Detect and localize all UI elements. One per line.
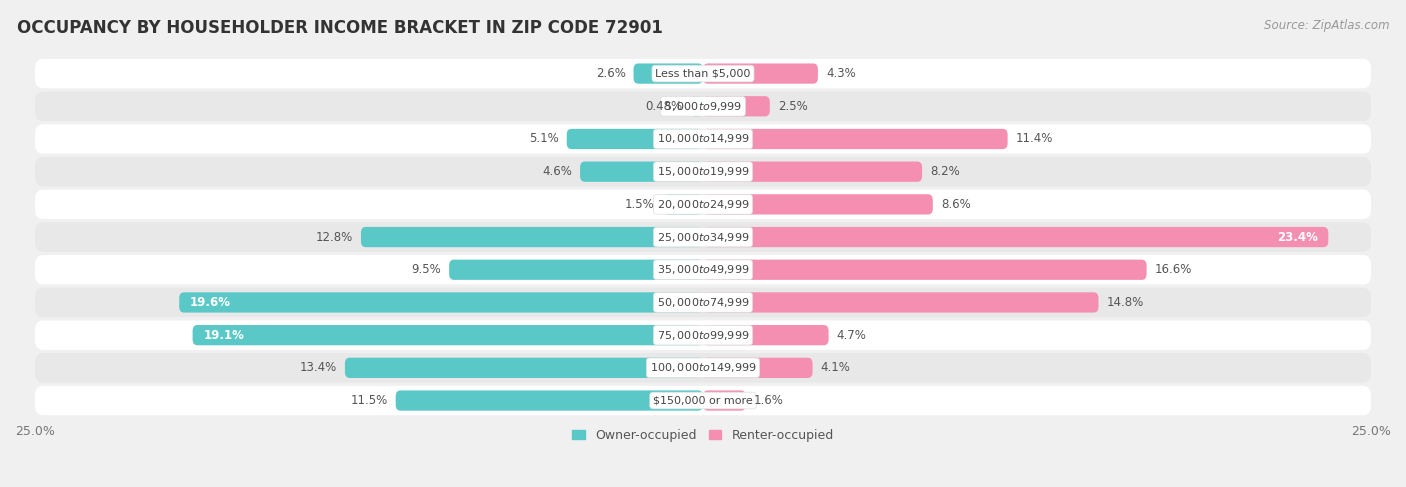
- Text: 5.1%: 5.1%: [529, 132, 558, 146]
- Text: 4.7%: 4.7%: [837, 329, 866, 342]
- FancyBboxPatch shape: [581, 162, 703, 182]
- Text: $5,000 to $9,999: $5,000 to $9,999: [664, 100, 742, 113]
- Text: 1.5%: 1.5%: [626, 198, 655, 211]
- FancyBboxPatch shape: [344, 358, 703, 378]
- Text: $100,000 to $149,999: $100,000 to $149,999: [650, 361, 756, 375]
- FancyBboxPatch shape: [395, 391, 703, 411]
- FancyBboxPatch shape: [703, 325, 828, 345]
- Text: 14.8%: 14.8%: [1107, 296, 1143, 309]
- Text: $75,000 to $99,999: $75,000 to $99,999: [657, 329, 749, 342]
- FancyBboxPatch shape: [35, 189, 1371, 219]
- FancyBboxPatch shape: [634, 63, 703, 84]
- Text: $50,000 to $74,999: $50,000 to $74,999: [657, 296, 749, 309]
- Text: 4.3%: 4.3%: [825, 67, 856, 80]
- Text: 2.5%: 2.5%: [778, 100, 807, 113]
- FancyBboxPatch shape: [703, 227, 1329, 247]
- Text: 1.6%: 1.6%: [754, 394, 783, 407]
- Text: $15,000 to $19,999: $15,000 to $19,999: [657, 165, 749, 178]
- Text: 2.6%: 2.6%: [596, 67, 626, 80]
- FancyBboxPatch shape: [703, 96, 770, 116]
- Text: OCCUPANCY BY HOUSEHOLDER INCOME BRACKET IN ZIP CODE 72901: OCCUPANCY BY HOUSEHOLDER INCOME BRACKET …: [17, 19, 662, 37]
- FancyBboxPatch shape: [703, 358, 813, 378]
- FancyBboxPatch shape: [703, 194, 932, 214]
- FancyBboxPatch shape: [193, 325, 703, 345]
- FancyBboxPatch shape: [703, 63, 818, 84]
- Text: $20,000 to $24,999: $20,000 to $24,999: [657, 198, 749, 211]
- FancyBboxPatch shape: [35, 320, 1371, 350]
- Text: 11.4%: 11.4%: [1015, 132, 1053, 146]
- FancyBboxPatch shape: [662, 194, 703, 214]
- FancyBboxPatch shape: [703, 129, 1008, 149]
- Text: 23.4%: 23.4%: [1277, 230, 1317, 244]
- FancyBboxPatch shape: [690, 96, 703, 116]
- Text: $10,000 to $14,999: $10,000 to $14,999: [657, 132, 749, 146]
- FancyBboxPatch shape: [703, 260, 1147, 280]
- Legend: Owner-occupied, Renter-occupied: Owner-occupied, Renter-occupied: [568, 424, 838, 447]
- Text: Less than $5,000: Less than $5,000: [655, 69, 751, 78]
- Text: 19.1%: 19.1%: [204, 329, 245, 342]
- FancyBboxPatch shape: [35, 288, 1371, 317]
- FancyBboxPatch shape: [179, 292, 703, 313]
- FancyBboxPatch shape: [35, 157, 1371, 187]
- FancyBboxPatch shape: [35, 92, 1371, 121]
- FancyBboxPatch shape: [567, 129, 703, 149]
- FancyBboxPatch shape: [35, 255, 1371, 284]
- Text: 4.6%: 4.6%: [543, 165, 572, 178]
- Text: 19.6%: 19.6%: [190, 296, 231, 309]
- FancyBboxPatch shape: [449, 260, 703, 280]
- Text: 8.6%: 8.6%: [941, 198, 970, 211]
- Text: $35,000 to $49,999: $35,000 to $49,999: [657, 263, 749, 276]
- Text: 8.2%: 8.2%: [931, 165, 960, 178]
- Text: 12.8%: 12.8%: [316, 230, 353, 244]
- FancyBboxPatch shape: [35, 386, 1371, 415]
- FancyBboxPatch shape: [35, 124, 1371, 154]
- Text: 0.48%: 0.48%: [645, 100, 682, 113]
- FancyBboxPatch shape: [35, 223, 1371, 252]
- Text: 16.6%: 16.6%: [1154, 263, 1192, 276]
- FancyBboxPatch shape: [35, 353, 1371, 383]
- Text: 13.4%: 13.4%: [299, 361, 337, 375]
- FancyBboxPatch shape: [703, 162, 922, 182]
- Text: 9.5%: 9.5%: [412, 263, 441, 276]
- FancyBboxPatch shape: [361, 227, 703, 247]
- FancyBboxPatch shape: [703, 292, 1098, 313]
- FancyBboxPatch shape: [35, 59, 1371, 88]
- Text: 11.5%: 11.5%: [350, 394, 388, 407]
- Text: 4.1%: 4.1%: [821, 361, 851, 375]
- FancyBboxPatch shape: [703, 391, 745, 411]
- Text: $25,000 to $34,999: $25,000 to $34,999: [657, 230, 749, 244]
- Text: $150,000 or more: $150,000 or more: [654, 395, 752, 406]
- Text: Source: ZipAtlas.com: Source: ZipAtlas.com: [1264, 19, 1389, 33]
